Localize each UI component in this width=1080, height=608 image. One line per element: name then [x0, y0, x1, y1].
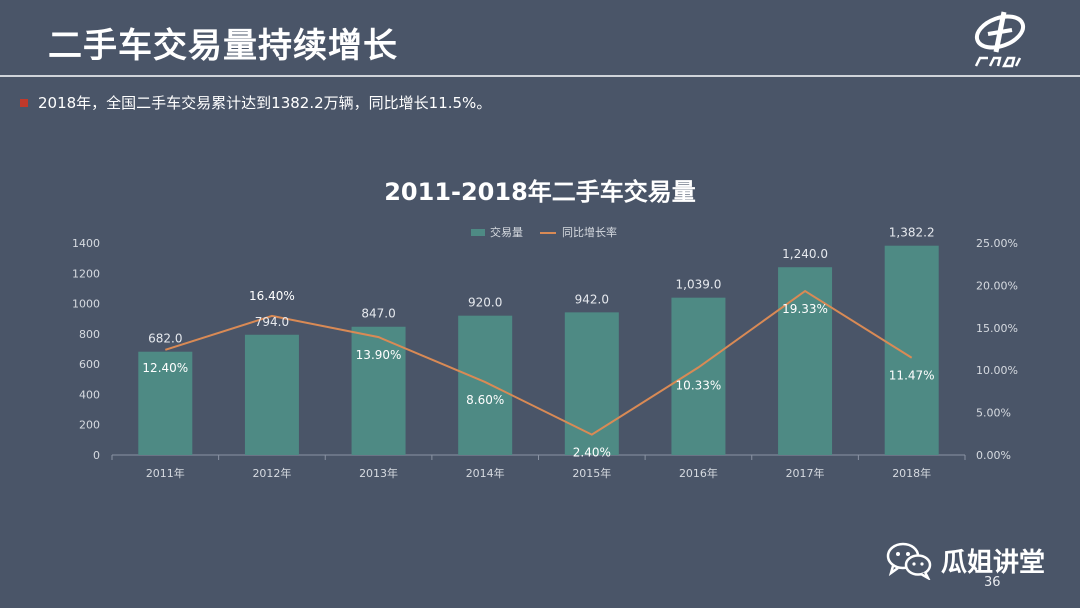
y-right-tick-label: 5.00%	[976, 407, 1011, 420]
legend-label-bar: 交易量	[490, 225, 523, 239]
legend-label-line: 同比增长率	[562, 225, 617, 239]
y-left-tick-label: 800	[79, 328, 100, 341]
line-value-label: 8.60%	[466, 393, 504, 407]
bar-value-label: 1,240.0	[782, 247, 828, 261]
x-tick-label: 2011年	[146, 466, 185, 480]
bar-value-label: 942.0	[575, 292, 609, 306]
bullet-marker	[20, 98, 28, 107]
y-left-tick-label: 0	[93, 449, 100, 462]
bar	[458, 315, 513, 455]
x-tick-label: 2016年	[679, 466, 718, 480]
bar	[564, 312, 619, 455]
line-value-label: 10.33%	[676, 378, 722, 392]
line-value-label: 2.40%	[573, 446, 611, 460]
bar-value-label: 920.0	[468, 296, 502, 310]
x-tick-label: 2017年	[786, 466, 825, 480]
y-left-tick-label: 1200	[72, 267, 100, 280]
bar	[244, 334, 299, 455]
y-right-tick-label: 10.00%	[976, 364, 1018, 377]
y-right-tick-label: 0.00%	[976, 449, 1011, 462]
line-value-label: 12.40%	[142, 361, 188, 375]
x-tick-label: 2015年	[572, 466, 611, 480]
bar-value-label: 1,039.0	[676, 278, 722, 292]
y-left-tick-label: 1400	[72, 237, 100, 250]
y-left-tick-label: 200	[79, 419, 100, 432]
bar	[884, 245, 939, 455]
legend-swatch-bar	[471, 229, 485, 236]
bar	[351, 326, 406, 455]
y-right-tick-label: 15.00%	[976, 322, 1018, 335]
line-value-label: 11.47%	[889, 369, 935, 383]
bar	[138, 351, 193, 455]
bar-value-label: 1,382.2	[889, 226, 935, 240]
bar-value-label: 847.0	[361, 307, 395, 321]
bar	[778, 267, 833, 455]
y-right-tick-label: 20.00%	[976, 279, 1018, 292]
bar	[671, 297, 726, 455]
cada-logo-icon	[974, 11, 1026, 68]
header-divider	[0, 75, 1080, 77]
wechat-icon	[886, 542, 932, 580]
line-value-label: 13.90%	[356, 348, 402, 362]
y-right-tick-label: 25.00%	[976, 237, 1018, 250]
x-tick-label: 2012年	[252, 466, 291, 480]
bar-value-label: 794.0	[255, 315, 289, 329]
page-title: 二手车交易量持续增长	[48, 26, 398, 66]
summary-bullet: 2018年，全国二手车交易累计达到1382.2万辆，同比增长11.5%。	[20, 92, 491, 113]
brand-name: 瓜姐讲堂	[941, 547, 1046, 578]
growth-rate-line	[165, 289, 913, 436]
x-tick-label: 2014年	[466, 466, 505, 480]
x-tick-label: 2018年	[892, 466, 931, 480]
line-value-label: 19.33%	[782, 302, 828, 316]
y-left-tick-label: 1000	[72, 298, 100, 311]
x-tick-label: 2013年	[359, 466, 398, 480]
y-left-tick-label: 400	[79, 388, 100, 401]
bar-value-label: 682.0	[148, 332, 182, 346]
chart-title: 2011-2018年二手车交易量	[384, 178, 696, 206]
page-number: 36	[984, 575, 1001, 590]
line-value-label: 16.40%	[249, 289, 295, 303]
y-left-tick-label: 600	[79, 358, 100, 371]
summary-text: 2018年，全国二手车交易累计达到1382.2万辆，同比增长11.5%。	[38, 94, 492, 112]
footer-brand: 瓜姐讲堂	[885, 540, 1045, 580]
